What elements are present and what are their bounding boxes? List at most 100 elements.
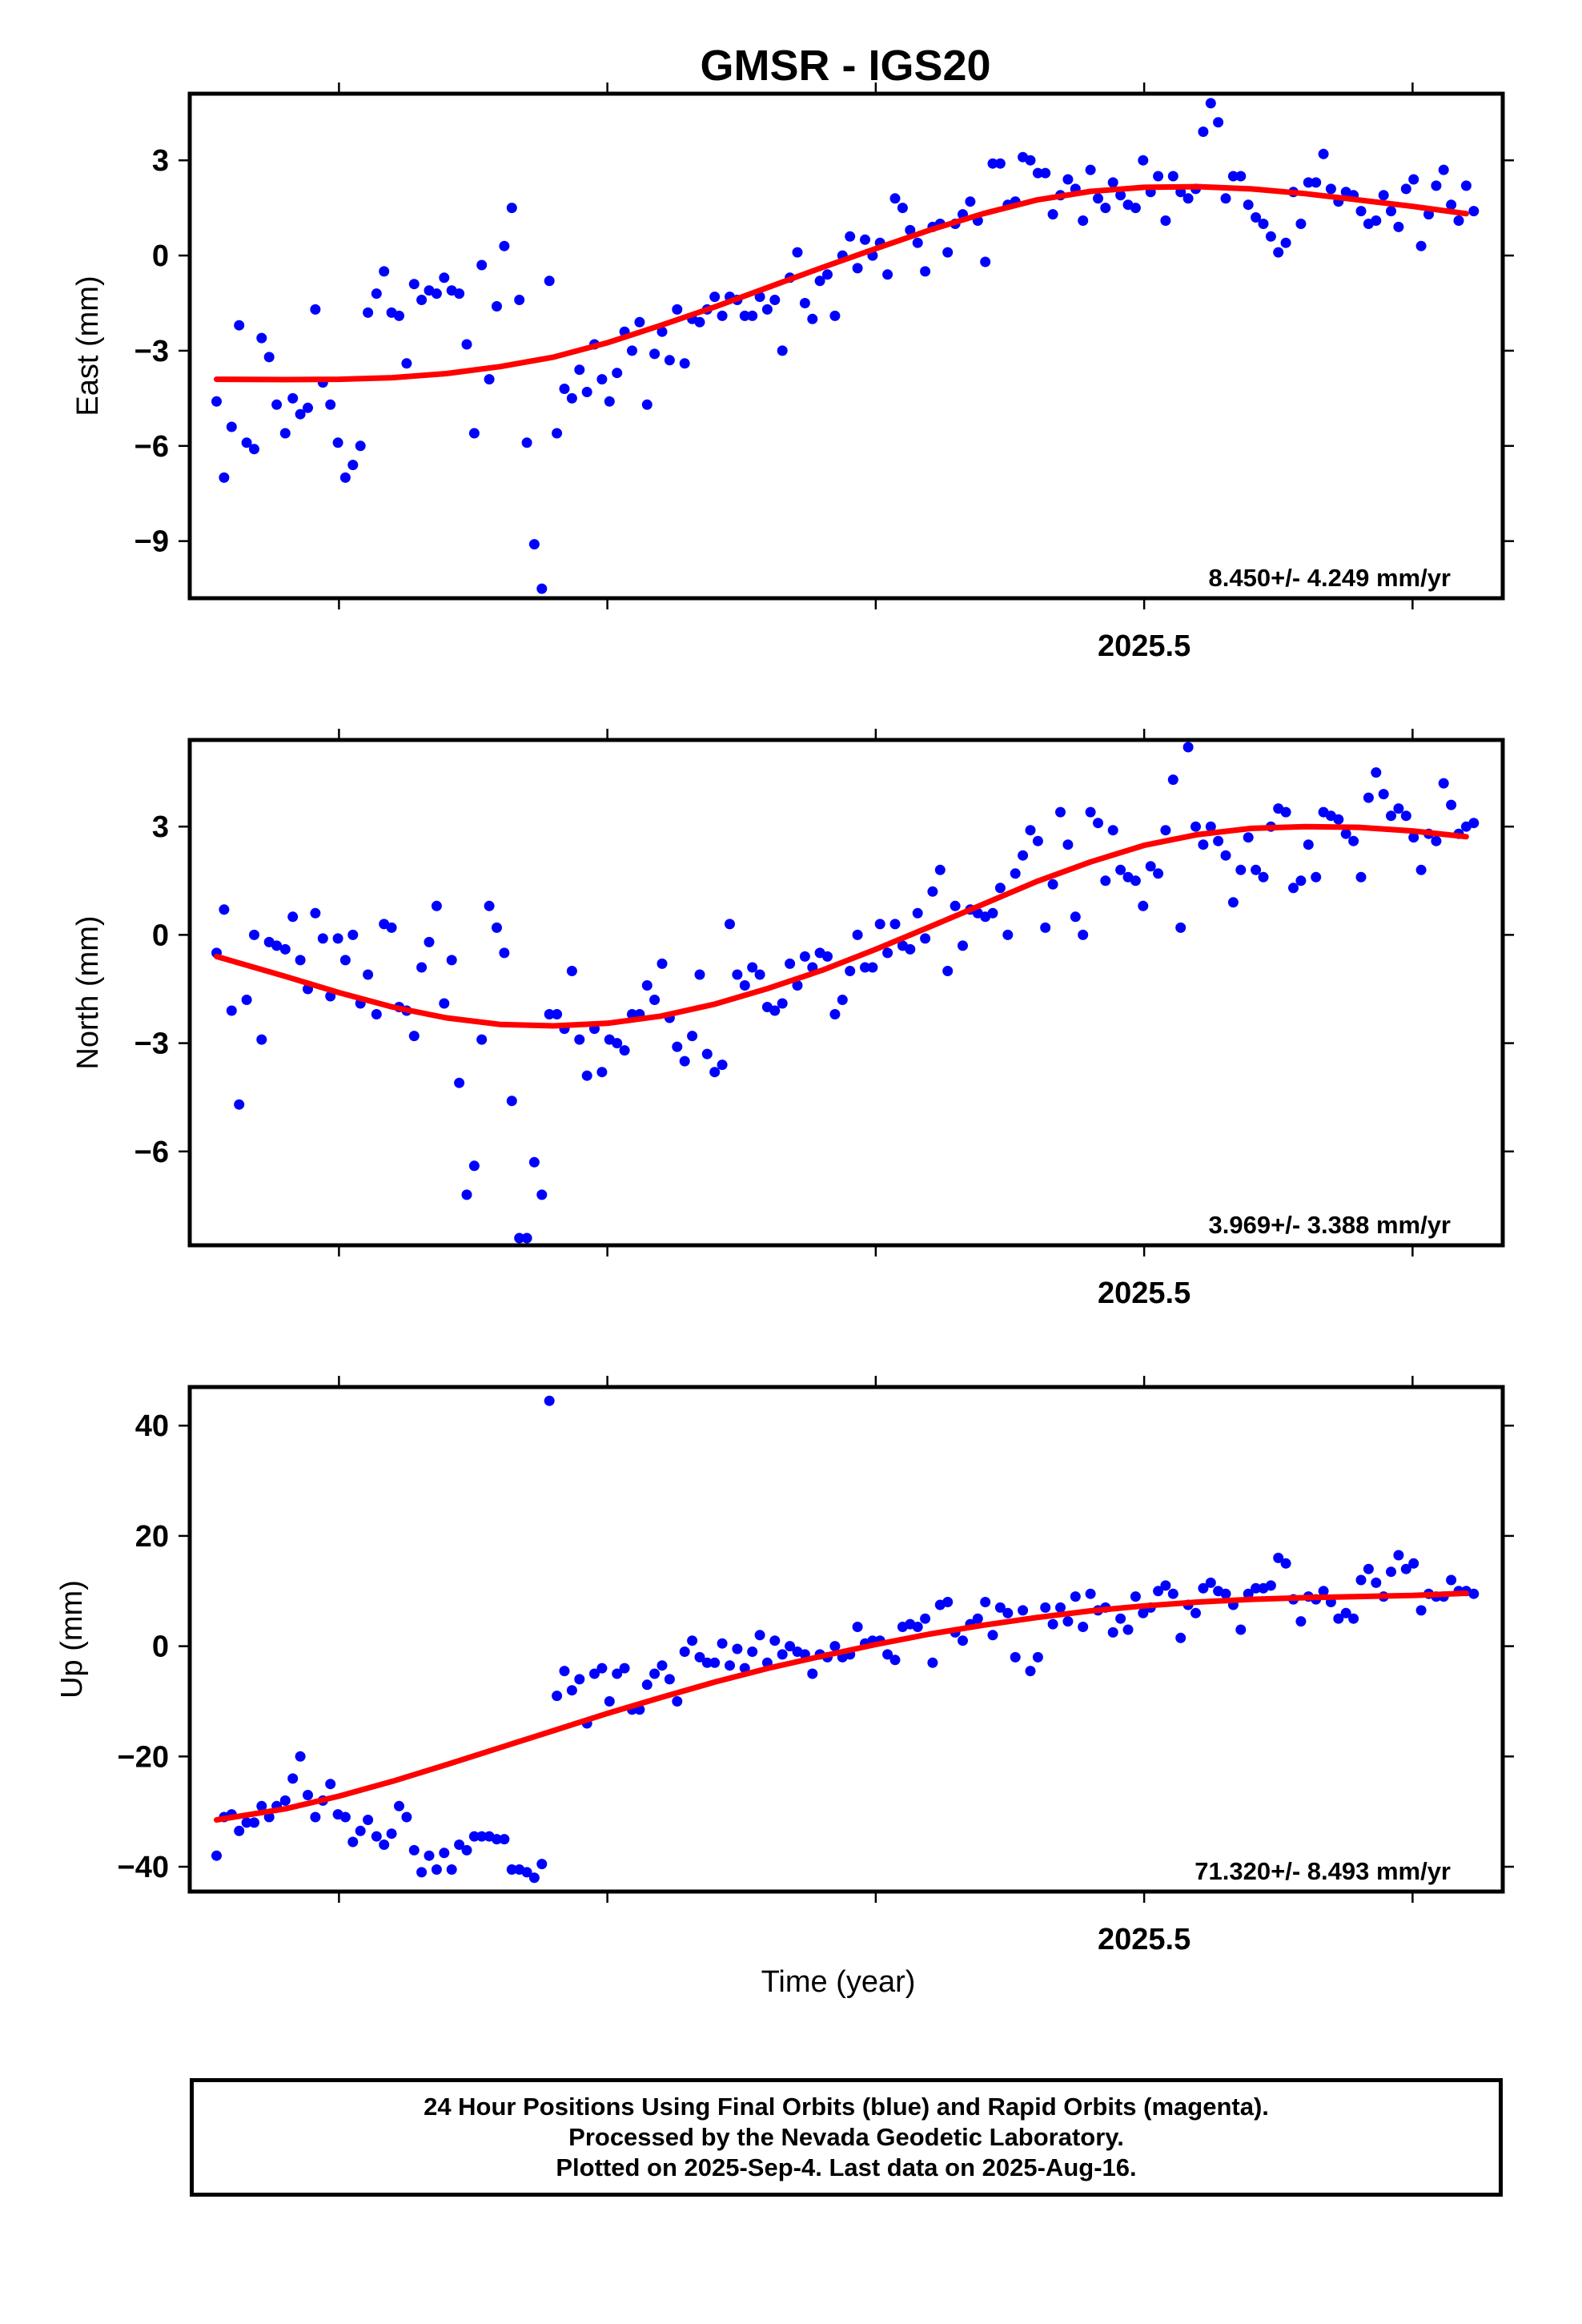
up-data-point (521, 1867, 532, 1878)
east-data-point (287, 392, 299, 404)
up-data-point (379, 1839, 390, 1850)
north-data-point (1355, 871, 1367, 883)
north-data-point (1002, 929, 1014, 940)
up-data-point (1280, 1558, 1291, 1569)
north-data-point (1288, 883, 1299, 894)
up-data-point (1408, 1558, 1419, 1569)
east-y-tick-label: 3 (152, 144, 169, 178)
east-data-point (1280, 237, 1291, 248)
up-data-point (536, 1859, 548, 1870)
north-data-point (1175, 922, 1186, 933)
north-data-point (747, 962, 758, 973)
north-data-point (234, 1099, 245, 1110)
up-data-point (1295, 1616, 1307, 1627)
north-panel: 2025.5 3 0 −3 −6 North (mm) 3.969+/- 3.388 mm/… (71, 729, 1514, 1310)
north-data-point (424, 936, 435, 947)
east-data-point (454, 288, 465, 300)
north-data-point (725, 919, 735, 930)
east-data-point (234, 320, 245, 331)
east-data-point (249, 444, 259, 455)
up-data-point (694, 1651, 705, 1663)
north-data-point (920, 933, 931, 944)
east-data-point (739, 310, 750, 321)
east-data-point (1251, 212, 1262, 223)
east-data-point (1047, 209, 1058, 220)
east-data-point (1062, 174, 1074, 185)
up-data-point (1025, 1666, 1036, 1677)
north-data-point (1348, 835, 1359, 846)
up-data-point (355, 1825, 366, 1836)
up-data-point (889, 1655, 901, 1666)
north-data-point (1010, 868, 1021, 879)
north-data-point (769, 1005, 781, 1016)
east-data-point (694, 316, 705, 328)
up-data-point (1115, 1613, 1126, 1624)
north-data-point (1227, 897, 1239, 908)
up-y-axis-label: Up (mm) (55, 1580, 89, 1699)
north-data-point (739, 980, 750, 991)
north-data-point (1018, 850, 1029, 861)
east-data-point (1085, 164, 1096, 175)
up-data-point (310, 1811, 321, 1823)
east-panel: 2025.5 3 0 −3 −6 −9 East (mm) 8.450+/- 4.249 mm… (71, 82, 1514, 663)
up-data-point (249, 1817, 259, 1828)
east-data-point (506, 203, 517, 214)
up-data-point (589, 1668, 600, 1679)
east-data-point (514, 295, 525, 305)
east-data-point (747, 310, 758, 321)
east-data-point (761, 304, 773, 315)
north-data-point (1153, 868, 1164, 879)
east-data-point (1243, 199, 1254, 211)
east-data-point (717, 310, 728, 321)
north-data-point (822, 951, 833, 962)
east-data-point (769, 295, 781, 305)
east-data-point (641, 399, 652, 410)
east-data-point (416, 295, 428, 305)
north-data-point (574, 1034, 585, 1045)
north-data-point (1333, 814, 1344, 825)
north-data-point (649, 995, 661, 1005)
north-data-point (679, 1055, 690, 1067)
footer-line-2: Processed by the Nevada Geodetic Laborat… (568, 2123, 1124, 2151)
up-data-point (303, 1790, 313, 1800)
east-y-tick-label: −9 (135, 525, 169, 559)
up-data-point (1130, 1591, 1141, 1602)
east-data-point (339, 472, 351, 483)
north-data-point (408, 1031, 420, 1042)
east-data-point (860, 234, 870, 245)
east-data-point (1032, 167, 1043, 179)
east-data-point (965, 196, 976, 207)
east-data-point (1107, 177, 1118, 188)
north-data-point (287, 911, 299, 923)
east-data-point (799, 298, 810, 308)
up-data-point (454, 1839, 465, 1850)
east-data-point (905, 224, 916, 235)
north-data-point (905, 943, 916, 955)
up-data-point (785, 1641, 796, 1652)
up-data-point (468, 1831, 480, 1842)
north-data-point (1280, 806, 1291, 818)
up-data-point (664, 1674, 675, 1685)
north-data-point (709, 1067, 721, 1078)
north-data-point (1438, 778, 1449, 789)
north-data-point (386, 922, 397, 933)
north-data-point (279, 943, 291, 955)
east-data-point (709, 292, 721, 303)
up-data-point (416, 1867, 428, 1878)
up-data-point (619, 1663, 630, 1674)
north-data-point (1408, 832, 1419, 843)
east-data-point (226, 421, 237, 432)
east-data-point (814, 275, 825, 287)
east-data-point (1438, 164, 1449, 175)
up-data-point (1393, 1550, 1404, 1561)
up-data-point (1205, 1577, 1216, 1588)
east-rate-label: 8.450+/- 4.249 mm/yr (1209, 564, 1451, 592)
up-data-point (492, 1834, 502, 1845)
east-data-point (656, 326, 668, 337)
east-data-point (1355, 206, 1367, 217)
north-data-point (1198, 839, 1209, 850)
east-data-point (1453, 215, 1464, 226)
up-data-point (431, 1864, 442, 1875)
north-data-point (1340, 828, 1351, 839)
